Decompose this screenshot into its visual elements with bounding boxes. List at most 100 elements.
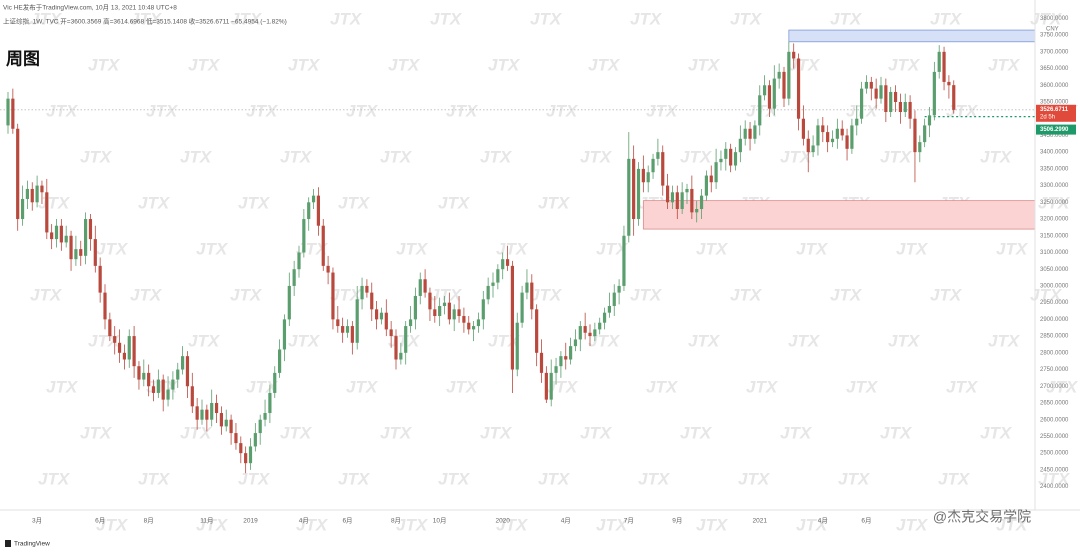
x-tick-label: 10月 xyxy=(433,517,447,525)
candle-body xyxy=(821,125,825,133)
y-tick-label: 3150.0000 xyxy=(1040,233,1069,239)
watermark: JTX xyxy=(1030,285,1063,304)
watermark: JTX xyxy=(196,515,229,534)
candle-body xyxy=(413,295,417,320)
candle-body xyxy=(850,125,854,149)
watermark: JTX xyxy=(688,331,721,350)
zone xyxy=(788,29,1036,43)
candle-body xyxy=(491,282,495,286)
y-tick-label: 2550.0000 xyxy=(1040,434,1069,440)
candle-body xyxy=(365,285,369,293)
watermark: JTX xyxy=(96,239,129,258)
watermark: JTX xyxy=(430,9,463,28)
y-tick-label: 3100.0000 xyxy=(1040,250,1069,256)
candle-body xyxy=(879,85,883,99)
candle-body xyxy=(748,128,752,139)
x-tick-label: 4月 xyxy=(299,517,309,525)
credit: @杰克交易学院 xyxy=(933,509,1031,525)
candle-body xyxy=(753,125,757,139)
symbol-line: 上证综指, 1W, TVC 开=3600.3569 高=3614.6968 低=… xyxy=(3,17,287,26)
watermark: JTX xyxy=(630,285,663,304)
candle-body xyxy=(54,225,59,240)
candle-body xyxy=(680,192,684,210)
y-tick-label: 2400.0000 xyxy=(1040,484,1069,490)
watermark: JTX xyxy=(730,9,763,28)
candle-body xyxy=(733,152,738,166)
watermark: JTX xyxy=(888,55,921,74)
candle-body xyxy=(869,81,873,89)
candle-body xyxy=(282,319,287,350)
watermark: JTX xyxy=(638,469,671,488)
candle-body xyxy=(30,188,34,203)
candle-body xyxy=(719,158,723,163)
x-tick-label: 6月 xyxy=(95,517,105,525)
watermark: JTX xyxy=(546,377,579,396)
candle-body xyxy=(360,285,364,300)
countdown-label: 2d 5h xyxy=(1040,114,1055,120)
candle-body xyxy=(142,372,146,380)
candle-body xyxy=(25,188,29,199)
candle-body xyxy=(816,125,820,146)
y-tick-label: 2950.0000 xyxy=(1040,300,1069,306)
candle-body xyxy=(20,198,25,220)
candle-body xyxy=(108,319,112,337)
watermark: JTX xyxy=(788,55,821,74)
chart-label: 周图 xyxy=(6,49,40,68)
candle-body xyxy=(554,366,558,373)
candle-body xyxy=(729,148,733,166)
candle-body xyxy=(224,419,228,427)
candle-body xyxy=(244,453,248,464)
y-tick-label: 2850.0000 xyxy=(1040,334,1069,340)
watermark: JTX xyxy=(738,469,771,488)
candle-body xyxy=(666,185,670,203)
candle-body xyxy=(772,78,776,109)
candle-body xyxy=(864,81,869,89)
watermark: JTX xyxy=(446,101,479,120)
candle-body xyxy=(632,158,636,220)
candle-body xyxy=(636,168,641,220)
candle-body xyxy=(50,232,54,240)
candle-body xyxy=(113,336,117,343)
watermark: JTX xyxy=(338,193,371,212)
candle-body xyxy=(763,85,767,96)
candle-body xyxy=(292,269,296,286)
watermark: JTX xyxy=(346,101,379,120)
watermark: JTX xyxy=(188,55,221,74)
candle-body xyxy=(93,239,97,266)
candle-body xyxy=(399,352,403,360)
candle-body xyxy=(45,192,49,233)
watermark: JTX xyxy=(396,239,429,258)
candle-body xyxy=(195,406,199,420)
last-price-box xyxy=(1036,104,1076,122)
watermark: JTX xyxy=(930,285,963,304)
watermark: JTX xyxy=(88,331,121,350)
candle-body xyxy=(884,85,888,113)
candle-body xyxy=(297,252,301,270)
candle-body xyxy=(98,265,102,293)
candle-body xyxy=(777,71,781,79)
candle-body xyxy=(472,326,476,330)
candle-body xyxy=(889,91,893,113)
source-line: Vic HE发布于TradingView.com, 10月 13, 2021 1… xyxy=(3,3,177,12)
x-tick-label: 2021 xyxy=(753,518,768,525)
candle-body xyxy=(433,309,437,317)
y-tick-label: 3000.0000 xyxy=(1040,284,1069,290)
watermark: JTX xyxy=(688,55,721,74)
candle-body xyxy=(525,282,529,293)
candle-body xyxy=(937,51,941,72)
plot-area xyxy=(0,29,1036,474)
candle-body xyxy=(69,235,73,260)
candle-body xyxy=(321,225,325,266)
watermark: JTX xyxy=(188,331,221,350)
watermark: JTX xyxy=(546,101,579,120)
watermark: JTX xyxy=(988,55,1021,74)
watermark: JTX xyxy=(30,285,63,304)
watermark: JTX xyxy=(980,147,1013,166)
candle-body xyxy=(147,372,151,387)
candle-body xyxy=(535,309,539,353)
y-tick-label: 3650.0000 xyxy=(1040,66,1069,72)
y-tick-label: 2450.0000 xyxy=(1040,467,1069,473)
candle-body xyxy=(796,58,801,119)
watermark: JTX xyxy=(138,193,171,212)
candle-body xyxy=(214,402,219,414)
